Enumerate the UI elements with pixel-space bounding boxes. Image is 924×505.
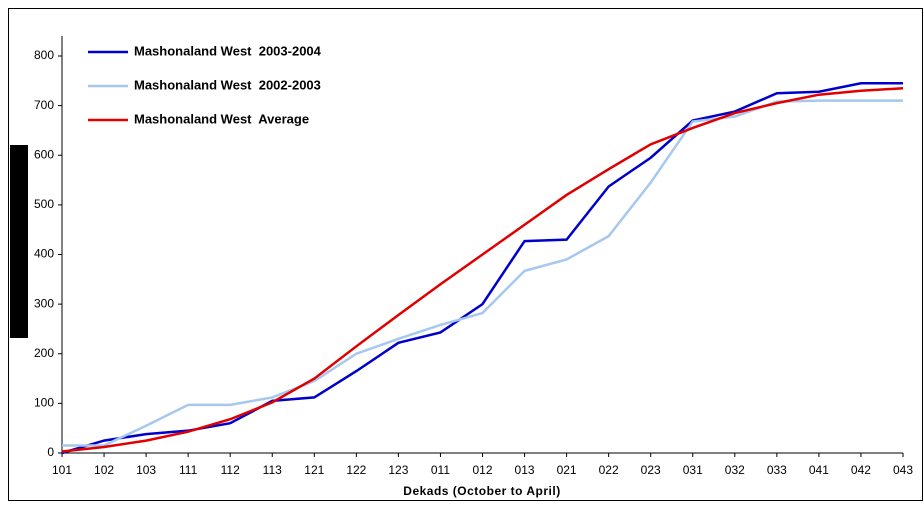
- x-tick-label: 102: [94, 463, 114, 477]
- x-tick-label: 022: [599, 463, 619, 477]
- x-tick-label: 111: [179, 463, 198, 477]
- x-tick-label: 011: [431, 463, 450, 477]
- x-tick-label: 122: [346, 463, 366, 477]
- x-tick-label: 123: [388, 463, 408, 477]
- x-tick-label: 113: [263, 463, 282, 477]
- series-line: [61, 87, 904, 453]
- y-tick-label: 300: [34, 296, 54, 310]
- legend-label: Mashonaland West 2002-2003: [134, 77, 321, 92]
- legend-label: Mashonaland West Average: [134, 111, 309, 126]
- occluded-axis-label: [10, 145, 28, 338]
- x-tick-label: 033: [767, 463, 787, 477]
- x-tick-label: 101: [52, 463, 72, 477]
- x-tick-label: 042: [851, 463, 871, 477]
- x-tick-label: 112: [221, 463, 240, 477]
- y-tick-label: 800: [34, 48, 54, 62]
- x-tick-label: 041: [809, 463, 829, 477]
- x-tick-label: 012: [472, 463, 492, 477]
- x-axis-title: Dekads (October to April): [403, 484, 560, 498]
- x-tick-label: 023: [641, 463, 661, 477]
- x-tick-label: 121: [304, 463, 324, 477]
- y-tick-label: 600: [34, 147, 54, 161]
- x-tick-label: 031: [683, 463, 703, 477]
- x-tick-label: 021: [557, 463, 577, 477]
- y-tick-label: 500: [34, 197, 54, 211]
- x-tick-label: 103: [136, 463, 156, 477]
- y-tick-label: 200: [34, 346, 54, 360]
- x-tick-label: 043: [893, 463, 913, 477]
- legend-label: Mashonaland West 2003-2004: [134, 43, 322, 58]
- y-tick-label: 400: [34, 247, 54, 261]
- y-tick-label: 0: [47, 445, 54, 459]
- y-tick-label: 700: [34, 98, 54, 112]
- y-tick-label: 100: [34, 396, 54, 410]
- x-tick-label: 032: [725, 463, 745, 477]
- x-tick-label: 013: [515, 463, 535, 477]
